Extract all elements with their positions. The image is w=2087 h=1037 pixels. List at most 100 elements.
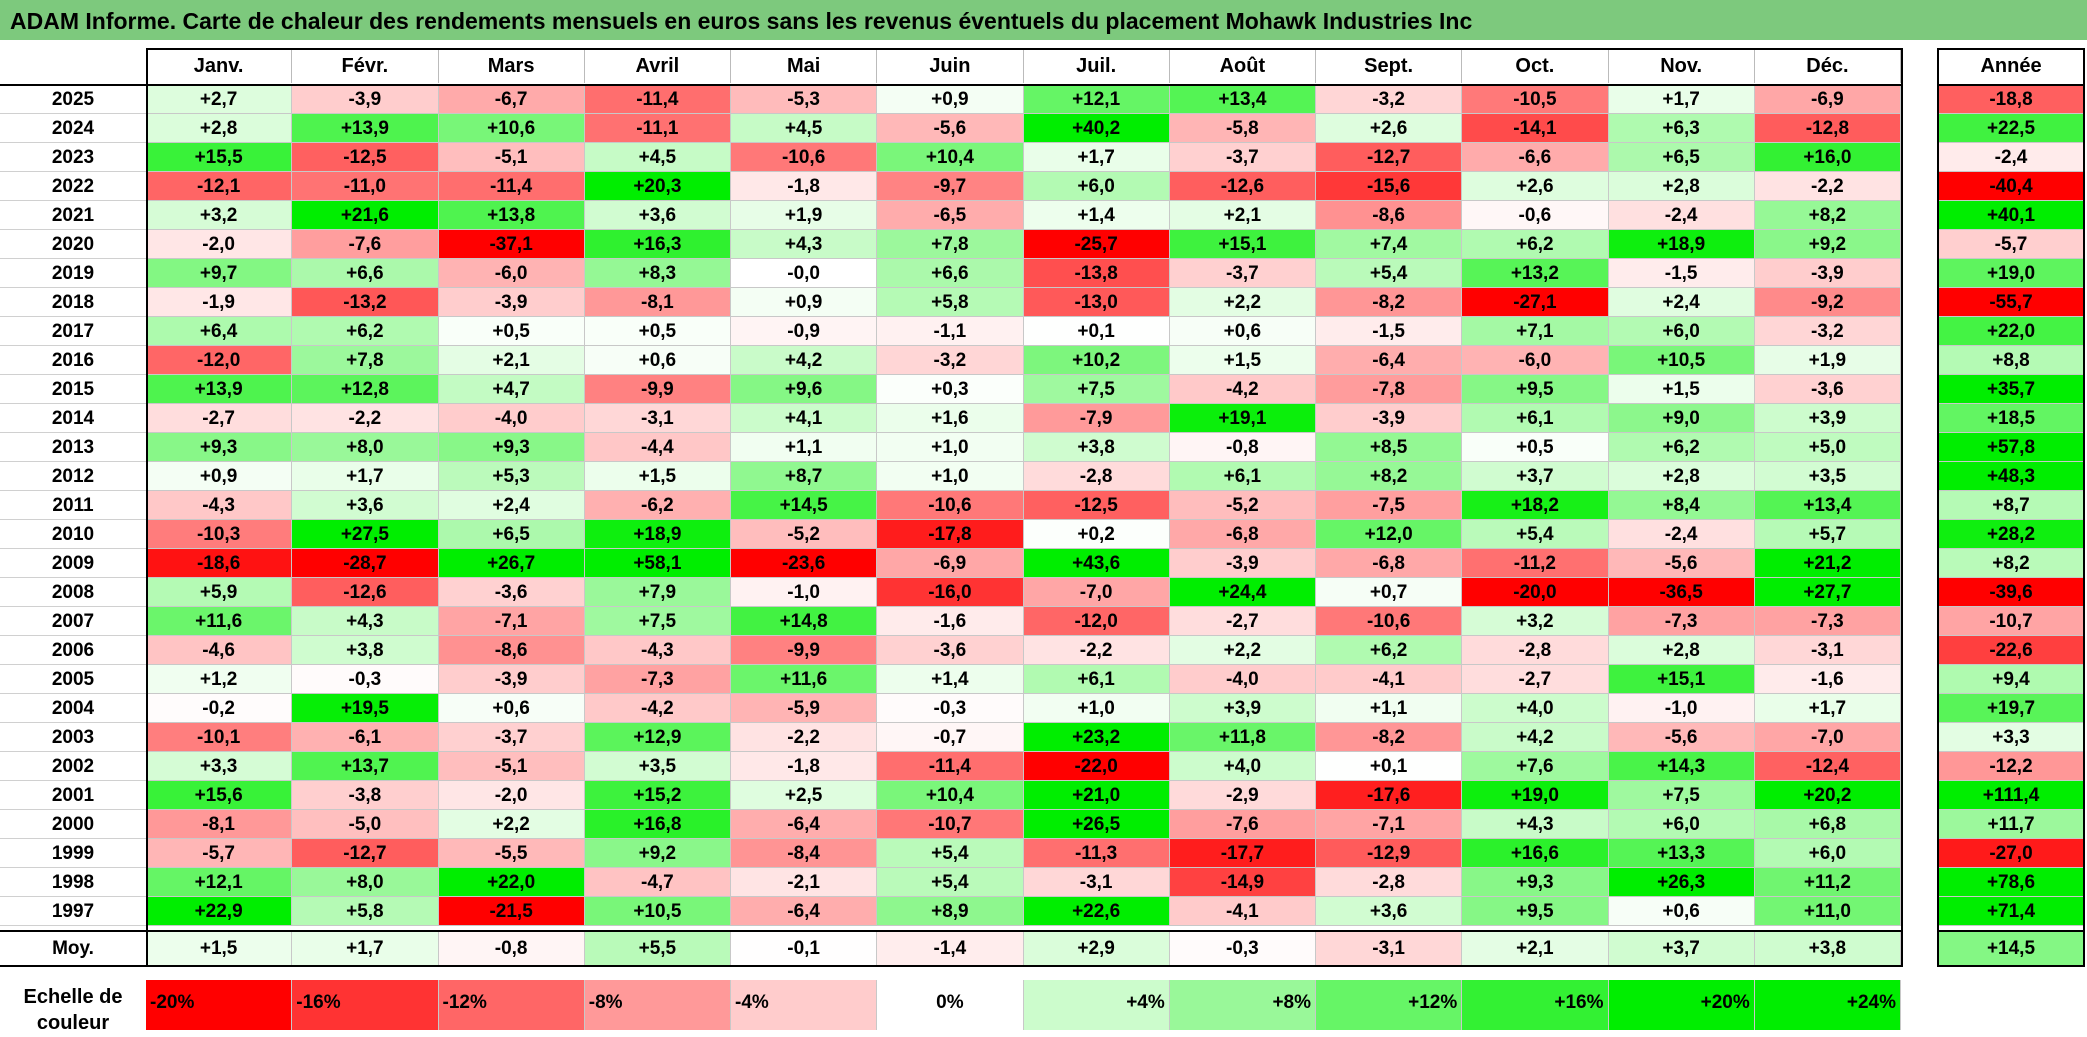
scale-swatch: -4% [731,980,878,1030]
heatmap-cell: +3,6 [1316,897,1463,926]
heatmap-cell: +1,5 [584,462,731,491]
heatmap-cell: +2,2 [1169,288,1316,317]
column-header: Févr. [292,50,439,83]
annual-cell: +57,8 [1939,433,2083,462]
heatmap-cell: +9,0 [1608,404,1755,433]
annual-cell: +19,0 [1939,259,2083,288]
heatmap-cell: +3,7 [1462,462,1609,491]
annual-cell: +111,4 [1939,781,2083,810]
heatmap-cell: -3,9 [292,85,439,114]
annual-cell: +22,5 [1939,114,2083,143]
heatmap-cell: +13,9 [292,114,439,143]
heatmap-cell: -7,3 [1754,607,1901,636]
heatmap-cell: +1,1 [1316,694,1463,723]
heatmap-cell: +1,0 [877,462,1024,491]
year-label: 1998 [0,868,146,897]
heatmap-cell: -2,8 [1316,868,1463,897]
heatmap-cell: -22,0 [1023,752,1170,781]
column-header: Janv. [146,50,293,83]
heatmap-cell: +13,4 [1754,491,1901,520]
year-label: 2002 [0,752,146,781]
heatmap-cell: +4,3 [292,607,439,636]
heatmap-cell: +7,6 [1462,752,1609,781]
heatmap-cell: -0,3 [292,665,439,694]
heatmap-cell: +9,2 [1754,230,1901,259]
heatmap-cell: -2,9 [1169,781,1316,810]
heatmap-cell: +15,6 [146,781,293,810]
heatmap-cell: +18,9 [584,520,731,549]
year-label: 2001 [0,781,146,810]
heatmap-cell: -8,1 [584,288,731,317]
heatmap-cell: -11,4 [438,172,585,201]
annual-cell: -2,4 [1939,143,2083,172]
heatmap-cell: +19,1 [1169,404,1316,433]
heatmap-cell: -4,6 [146,636,293,665]
heatmap-cell: -13,0 [1023,288,1170,317]
heatmap-cell: +8,4 [1608,491,1755,520]
heatmap-cell: +0,6 [1169,317,1316,346]
heatmap-cell: -5,6 [1608,549,1755,578]
heatmap-cell: +0,7 [1316,578,1463,607]
heatmap-cell: -1,5 [1316,317,1463,346]
heatmap-cell: +11,0 [1754,897,1901,926]
heatmap-cell: -3,6 [438,578,585,607]
scale-swatch: +12% [1316,980,1463,1030]
heatmap-cell: -10,6 [1316,607,1463,636]
heatmap-cell: +3,6 [584,201,731,230]
heatmap-cell: +24,4 [1169,578,1316,607]
heatmap-cell: -6,9 [877,549,1024,578]
year-label: 2009 [0,549,146,578]
heatmap-cell: -9,9 [584,375,731,404]
heatmap-cell: +27,5 [292,520,439,549]
heatmap-cell: +2,1 [438,346,585,375]
heatmap-cell: +0,5 [438,317,585,346]
heatmap-cell: +9,7 [146,259,293,288]
average-cell: -0,1 [731,932,878,965]
year-label: 2016 [0,346,146,375]
annual-cell: -55,7 [1939,288,2083,317]
heatmap-cell: +6,1 [1169,462,1316,491]
heatmap-cell: -1,6 [1754,665,1901,694]
heatmap-cell: -2,4 [1608,201,1755,230]
heatmap-cell: +0,9 [146,462,293,491]
heatmap-cell: +1,9 [731,201,878,230]
heatmap-cell: -4,0 [1169,665,1316,694]
heatmap-cell: -7,3 [1608,607,1755,636]
heatmap-cell: +0,6 [438,694,585,723]
heatmap-cell: +14,8 [731,607,878,636]
heatmap-cell: -36,5 [1608,578,1755,607]
annual-cell: +3,3 [1939,723,2083,752]
heatmap-cell: -1,9 [146,288,293,317]
heatmap-cell: +4,5 [731,114,878,143]
header-divider [0,84,1901,86]
heatmap-cell: +1,5 [1608,375,1755,404]
column-header: Sept. [1316,50,1463,83]
heatmap-cell: -17,6 [1316,781,1463,810]
heatmap-cell: +19,5 [292,694,439,723]
year-label: 2014 [0,404,146,433]
heatmap-cell: -14,9 [1169,868,1316,897]
heatmap-cell: -12,0 [146,346,293,375]
heatmap-cell: +21,6 [292,201,439,230]
heatmap-cell: +26,5 [1023,810,1170,839]
heatmap-cell: +3,9 [1169,694,1316,723]
heatmap-cell: +12,8 [292,375,439,404]
annual-cell: +22,0 [1939,317,2083,346]
heatmap-cell: +1,0 [1023,694,1170,723]
heatmap-cell: -2,2 [1754,172,1901,201]
heatmap-cell: -6,4 [731,810,878,839]
heatmap-cell: +15,5 [146,143,293,172]
chart-title: ADAM Informe. Carte de chaleur des rende… [0,0,2087,40]
heatmap-cell: +3,8 [292,636,439,665]
heatmap-cell: +4,5 [584,143,731,172]
heatmap-cell: +6,5 [1608,143,1755,172]
heatmap-cell: -12,8 [1754,114,1901,143]
year-label: 2021 [0,201,146,230]
annual-cell: +8,8 [1939,346,2083,375]
heatmap-cell: -28,7 [292,549,439,578]
heatmap-cell: +27,7 [1754,578,1901,607]
heatmap-cell: +6,2 [292,317,439,346]
heatmap-cell: -4,4 [584,433,731,462]
heatmap-cell: +8,2 [1754,201,1901,230]
heatmap-cell: +2,7 [146,85,293,114]
